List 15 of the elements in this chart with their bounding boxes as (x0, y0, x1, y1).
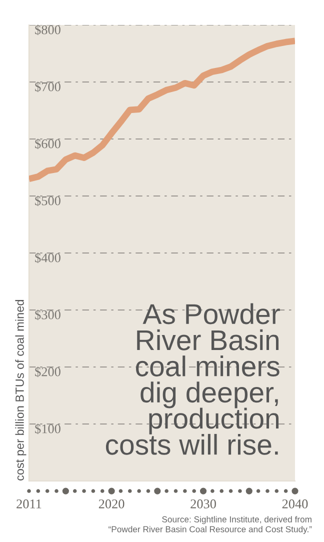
x-tick-label: 2030 (190, 499, 216, 508)
y-tick-label: $200 (35, 366, 60, 378)
y-tick-label: $700 (35, 82, 60, 92)
y-tick-label: $600 (35, 138, 60, 150)
y-tick-label: $500 (35, 196, 60, 206)
source-note: Source: Sightline Institute, derived from “Powder River Basin Coal Resource and Cost Study.” (108, 516, 312, 534)
y-tick-label: $400 (35, 252, 60, 264)
y-axis-title: cost per billion BTUs of coal mined (15, 300, 26, 480)
x-tick-label: 2020 (98, 499, 124, 508)
x-tick-label: 2011 (16, 499, 42, 508)
y-tick-label: $300 (35, 310, 60, 320)
x-tick-label: 2040 (282, 499, 308, 508)
annotation: As Powder River Basin coal miners dig deeper, production costs will rise. (106, 303, 280, 455)
y-tick-label: $100 (35, 424, 60, 434)
y-tick-label: $800 (35, 24, 60, 36)
